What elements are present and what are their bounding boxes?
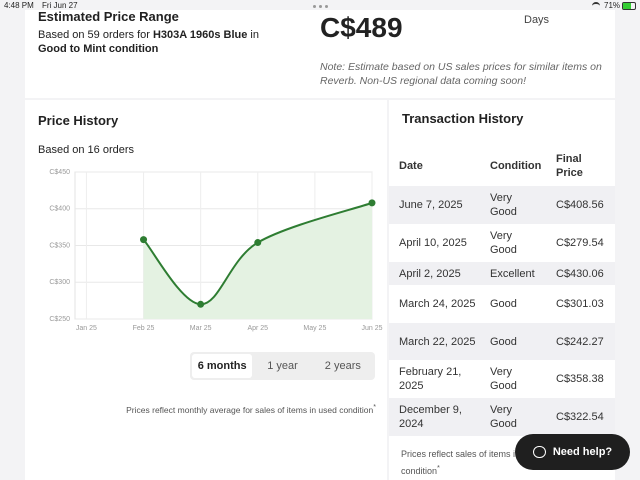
y-tick-label: C$400	[49, 206, 70, 213]
point	[197, 300, 205, 308]
table-row: April 10, 2025 Very Good C$279.54	[389, 224, 615, 262]
status-date: Fri Jun 27	[42, 1, 78, 10]
area	[143, 202, 372, 319]
line	[142, 201, 373, 306]
cell-condition: Very Good	[490, 366, 517, 392]
multitask-dots	[300, 5, 340, 8]
cell-price: C$279.54	[556, 237, 604, 249]
cell-date: March 22, 2025	[399, 335, 476, 348]
item-name: H303A 1960s Blue	[152, 29, 248, 41]
cell-condition: Good	[490, 335, 517, 348]
cell-condition: Very Good	[490, 230, 517, 256]
help-button[interactable]: Need help?	[515, 434, 630, 470]
status-battery: 71%	[604, 1, 621, 10]
y-tick-label: C$300	[49, 279, 70, 286]
table-row: March 24, 2025 Good C$301.03	[389, 285, 615, 323]
price-history-title: Price History	[38, 113, 119, 128]
footnote-mark: *	[437, 463, 440, 472]
cell-price: C$408.56	[556, 199, 604, 211]
table-row: December 9, 2024 Very Good C$322.54	[389, 398, 615, 436]
point	[254, 239, 262, 247]
cell-condition: Very Good	[490, 192, 517, 218]
x-tick-label: Jun 25	[361, 325, 382, 332]
table-row: April 2, 2025 Excellent C$430.06	[389, 262, 615, 285]
cell-condition: Good	[490, 298, 517, 310]
wifi-icon	[592, 2, 600, 10]
price-chart: C$250 C$300 C$350 C$400 C$450 Jan 25 Feb 25 Mar…	[49, 169, 382, 332]
condition: Good to Mint condition	[38, 43, 159, 55]
cell-date: June 7, 2025	[399, 199, 463, 211]
cell-date: March 24, 2025	[399, 298, 476, 310]
battery-icon	[622, 2, 636, 10]
point	[140, 236, 148, 244]
table-row: June 7, 2025 Very Good C$408.56	[389, 186, 615, 224]
cell-condition: Excellent	[490, 267, 535, 280]
table-header: Date Condition Final Price	[389, 148, 615, 184]
footnote-mark: *	[373, 403, 376, 411]
cell-price: C$358.38	[556, 373, 604, 385]
basis-in: in	[250, 29, 259, 41]
estimate-note: Note: Estimate based on US sales prices …	[320, 61, 602, 87]
cell-date: April 10, 2025	[399, 237, 467, 249]
status-time: 4:48 PM	[4, 1, 34, 10]
help-label: Need help?	[552, 446, 613, 458]
x-tick-label: Jan 25	[76, 325, 97, 332]
estimate-title: Estimated Price Range	[38, 9, 179, 24]
footnote-text: Prices reflect monthly average for sales…	[126, 404, 374, 415]
range-option[interactable]: 6 months	[192, 354, 253, 378]
y-tick-label: C$350	[49, 242, 70, 249]
range-option[interactable]: 2 years	[324, 360, 361, 372]
chart-footnote: Prices reflect monthly average for sales…	[126, 403, 376, 415]
x-tick-label: Apr 25	[247, 325, 268, 332]
estimate-basis: Based on 59 orders for H303A 1960s Blue …	[38, 28, 278, 56]
estimate-price: C$489	[320, 12, 403, 43]
cell-date: December 9, 2024	[399, 404, 462, 430]
cell-price: C$322.54	[556, 411, 604, 423]
header-condition: Condition	[490, 160, 542, 172]
transactions-footnote: Prices reflect sales of items in used co…	[401, 447, 561, 478]
x-tick-label: Mar 25	[190, 325, 212, 332]
x-tick-label: Feb 25	[133, 325, 155, 332]
table-row: February 21, 2025 Very Good C$358.38	[389, 360, 615, 398]
x-tick-label: May 25	[303, 325, 326, 332]
cell-condition: Very Good	[490, 404, 517, 430]
y-tick-label: C$250	[49, 316, 70, 323]
cell-price: C$430.06	[556, 267, 604, 280]
days-label: Days	[524, 14, 550, 26]
transactions-title: Transaction History	[402, 111, 524, 126]
footnote-text: Prices reflect sales of items in used co…	[401, 449, 543, 476]
chat-icon	[532, 446, 546, 458]
range-option[interactable]: 1 year	[267, 360, 298, 372]
price-history-subtitle: Based on 16 orders	[38, 144, 135, 156]
header-date: Date	[399, 160, 423, 172]
cell-price: C$301.03	[556, 298, 604, 310]
y-tick-label: C$450	[49, 169, 70, 176]
table-row: March 22, 2025 Good C$242.27	[389, 323, 615, 360]
cell-price: C$242.27	[556, 335, 604, 348]
basis-text: Based on 59 orders for	[38, 29, 150, 41]
header-price: Final Price	[556, 153, 583, 179]
cell-date: April 2, 2025	[399, 267, 461, 280]
cell-date: February 21, 2025	[399, 366, 462, 392]
point	[368, 199, 376, 207]
range-toggle: 6 months 1 year 2 years	[190, 352, 375, 380]
estimate-card	[25, 10, 615, 98]
